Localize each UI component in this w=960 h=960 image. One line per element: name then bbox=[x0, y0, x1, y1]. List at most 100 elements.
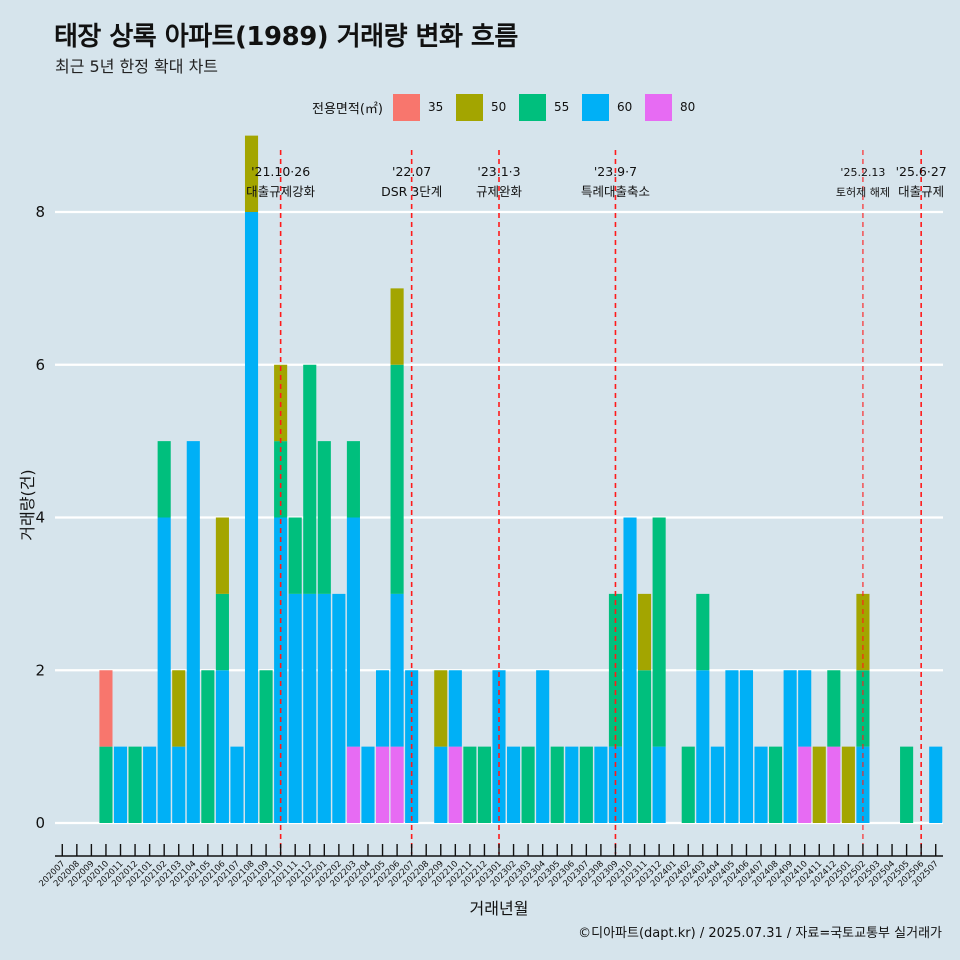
y-tick-label: 2 bbox=[35, 661, 45, 679]
bar-202409-60 bbox=[783, 670, 797, 823]
bar-202407-60 bbox=[754, 746, 768, 823]
bar-202203-60 bbox=[346, 517, 360, 747]
legend-swatch-50 bbox=[455, 93, 483, 121]
chart-title: 태장 상록 아파트(1989) 거래량 변화 흐름 bbox=[54, 22, 518, 52]
bar-202201-60 bbox=[317, 593, 331, 823]
bar-202304-60 bbox=[536, 670, 550, 823]
y-tick-label: 0 bbox=[35, 814, 45, 832]
legend-label-60: 60 bbox=[616, 100, 633, 114]
legend-swatch-35 bbox=[392, 93, 420, 121]
bar-202403-55 bbox=[696, 593, 710, 671]
bar-202310-60 bbox=[623, 517, 637, 823]
bar-202108-60 bbox=[244, 212, 259, 823]
legend-label-35: 35 bbox=[427, 100, 444, 114]
bar-202202-60 bbox=[332, 593, 346, 823]
bar-202206-50 bbox=[390, 288, 404, 365]
bar-202308-60 bbox=[594, 746, 608, 823]
bar-202111-60 bbox=[288, 593, 302, 823]
bars-layer bbox=[99, 135, 943, 823]
chart-caption: ©디아파트(dapt.kr) / 2025.07.31 / 자료=국토교통부 실… bbox=[578, 926, 942, 941]
event-label-202301: 규제완화 bbox=[476, 184, 523, 199]
bar-202203-80 bbox=[346, 746, 360, 823]
bar-202312-60 bbox=[652, 746, 666, 823]
bar-202110-60 bbox=[274, 517, 288, 823]
legend-swatch-55 bbox=[518, 93, 546, 121]
bar-202106-50 bbox=[215, 517, 229, 594]
bar-202109-55 bbox=[259, 670, 273, 823]
y-axis-title: 거래량(건) bbox=[18, 469, 37, 540]
chart-subtitle: 최근 5년 한정 확대 차트 bbox=[55, 57, 219, 76]
event-label-202110: 대출규제강화 bbox=[246, 184, 316, 199]
bar-202112-55 bbox=[303, 364, 317, 594]
legend-swatch-80 bbox=[644, 93, 672, 121]
bar-202402-55 bbox=[681, 746, 695, 823]
event-label-202502: 토허제 해제 bbox=[836, 185, 890, 199]
legend-item-60: 60 bbox=[581, 93, 639, 121]
bar-202205-60 bbox=[375, 670, 390, 747]
bar-202210-60 bbox=[448, 670, 462, 747]
y-tick-label: 8 bbox=[35, 203, 45, 221]
event-date-202506: '25.6·27 bbox=[896, 164, 947, 179]
legend-swatch-60 bbox=[581, 93, 609, 121]
bar-202210-80 bbox=[448, 746, 462, 823]
bar-202309-55 bbox=[608, 593, 623, 747]
bar-202405-60 bbox=[725, 670, 739, 823]
bar-202209-60 bbox=[434, 746, 448, 823]
bar-202410-60 bbox=[798, 670, 812, 747]
event-label-202207: DSR 3단계 bbox=[381, 184, 442, 199]
bar-202311-50 bbox=[638, 593, 652, 671]
bar-202101-60 bbox=[143, 746, 157, 823]
legend-item-35: 35 bbox=[392, 93, 450, 121]
bar-202412-55 bbox=[827, 670, 841, 747]
bar-202102-55 bbox=[157, 441, 171, 518]
bar-202502-50 bbox=[856, 593, 870, 671]
bar-202106-60 bbox=[215, 670, 229, 823]
x-axis-title: 거래년월 bbox=[470, 899, 529, 918]
y-tick-label: 4 bbox=[35, 509, 45, 527]
bar-202201-55 bbox=[317, 441, 331, 594]
bar-202112-60 bbox=[303, 593, 317, 823]
event-date-202502: '25.2.13 bbox=[840, 166, 885, 179]
bar-202103-60 bbox=[172, 746, 186, 823]
bar-202012-55 bbox=[128, 746, 142, 823]
bar-202303-55 bbox=[521, 746, 535, 823]
axes: 0246820200720200820200920201020201120201… bbox=[18, 203, 943, 918]
bar-202010-35 bbox=[99, 670, 113, 747]
event-lines: '21.10·26 대출규제강화 '22.07 DSR 3단계 '23.1·3 규제완화 '… bbox=[246, 150, 947, 854]
bar-202204-60 bbox=[361, 746, 375, 823]
bar-202311-55 bbox=[638, 670, 652, 823]
bar-202312-55 bbox=[652, 517, 666, 747]
bar-202302-60 bbox=[507, 746, 521, 823]
bar-202412-80 bbox=[827, 746, 841, 823]
bar-202411-50 bbox=[812, 746, 826, 823]
bar-202111-55 bbox=[288, 517, 302, 594]
legend-item-80: 80 bbox=[644, 93, 702, 121]
event-date-202110: '21.10·26 bbox=[251, 164, 310, 179]
event-date-202301: '23.1·3 bbox=[477, 164, 520, 179]
bar-202010-55 bbox=[99, 746, 113, 823]
bar-202203-55 bbox=[346, 441, 360, 518]
bar-202307-55 bbox=[579, 746, 593, 823]
bar-202501-50 bbox=[841, 746, 855, 823]
bar-202209-50 bbox=[434, 670, 448, 747]
event-date-202309: '23.9·7 bbox=[594, 164, 637, 179]
bar-202305-55 bbox=[550, 746, 564, 823]
bar-202306-60 bbox=[565, 746, 579, 823]
event-label-202309: 특례대출축소 bbox=[581, 184, 650, 199]
bar-202406-60 bbox=[739, 670, 754, 823]
bar-202206-55 bbox=[390, 364, 404, 594]
bar-202404-60 bbox=[710, 746, 724, 823]
y-tick-label: 6 bbox=[35, 356, 45, 374]
bar-202106-55 bbox=[215, 593, 229, 671]
bar-202507-60 bbox=[929, 746, 943, 823]
event-label-202506: 대출규제 bbox=[898, 184, 944, 199]
bar-202104-60 bbox=[186, 441, 200, 823]
bar-202110-55 bbox=[274, 441, 288, 518]
bar-202206-80 bbox=[390, 746, 404, 823]
bar-202206-60 bbox=[390, 593, 404, 747]
legend-title: 전용면적(㎡) bbox=[312, 101, 383, 117]
bar-202102-60 bbox=[157, 517, 171, 823]
event-date-202207: '22.07 bbox=[392, 164, 431, 179]
bar-202212-55 bbox=[477, 746, 491, 823]
bar-202103-50 bbox=[172, 670, 186, 747]
